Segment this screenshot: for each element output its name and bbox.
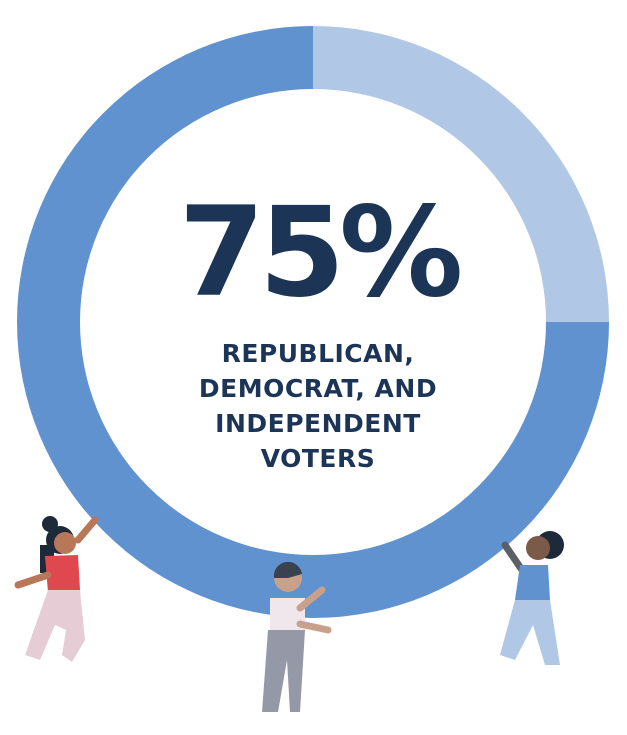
category-label-box: REPUBLICAN, DEMOCRAT, AND INDEPENDENT VO…: [198, 339, 438, 473]
person-left: [14, 516, 99, 662]
donut: [17, 26, 609, 618]
category-label: REPUBLICAN, DEMOCRAT, AND INDEPENDENT VO…: [198, 339, 438, 473]
donut-segment: [313, 26, 609, 322]
person-middle: [262, 561, 332, 712]
person-right: [500, 531, 564, 665]
value-label: 75%: [179, 181, 461, 325]
